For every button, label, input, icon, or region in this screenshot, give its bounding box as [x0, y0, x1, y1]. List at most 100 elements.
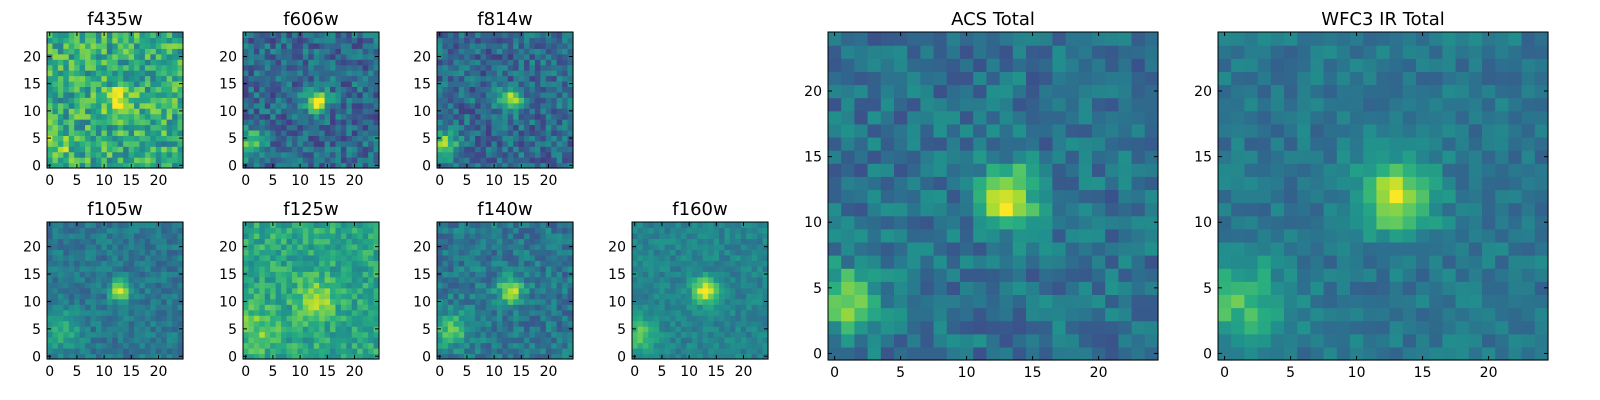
heatmap-cell: [144, 151, 151, 158]
heatmap-cell: [702, 254, 709, 261]
heatmap-cell: [442, 75, 449, 82]
heatmap-cell: [464, 271, 471, 278]
heatmap-cell: [1092, 294, 1106, 309]
heatmap-cell: [642, 249, 649, 256]
heatmap-cell: [335, 53, 342, 60]
heatmap-cell: [642, 320, 649, 327]
heatmap-cell: [324, 140, 331, 147]
heatmap-cell: [319, 146, 326, 153]
axes-frame: [46, 221, 184, 360]
heatmap-cell: [680, 320, 687, 327]
heatmap-cell: [52, 249, 59, 256]
heatmap-cell: [447, 129, 454, 136]
heatmap-cell: [74, 265, 81, 272]
heatmap-cell: [155, 113, 162, 120]
heatmap-cell: [101, 140, 108, 147]
heatmap-cell: [313, 227, 320, 234]
heatmap-cell: [270, 59, 277, 66]
heatmap-cell: [286, 348, 293, 355]
heatmap-cell: [248, 320, 255, 327]
heatmap-cell: [330, 42, 337, 49]
heatmap-cell: [960, 215, 974, 230]
heatmap-cell: [729, 276, 736, 283]
heatmap-cell: [340, 102, 347, 109]
heatmap-cell: [713, 282, 720, 289]
heatmap-cell: [368, 146, 375, 153]
heatmap-cell: [524, 140, 531, 147]
heatmap-cell: [340, 64, 347, 71]
heatmap-cell: [469, 265, 476, 272]
heatmap-cell: [513, 113, 520, 120]
heatmap-cell: [101, 232, 108, 240]
heatmap-cell: [243, 304, 250, 311]
heatmap-cell: [545, 249, 552, 256]
heatmap-cell: [52, 162, 59, 169]
heatmap-cell: [286, 342, 293, 349]
heatmap-cell: [545, 315, 552, 322]
heatmap-cell: [562, 70, 569, 77]
heatmap-cell: [485, 320, 492, 327]
heatmap-cell: [281, 97, 288, 104]
heatmap-cell: [724, 227, 731, 234]
heatmap-cell: [243, 64, 250, 71]
heatmap-cell: [447, 271, 454, 278]
heatmap-cell: [373, 32, 380, 39]
heatmap-cell: [52, 75, 59, 82]
heatmap-cell: [518, 157, 525, 164]
heatmap-cell: [751, 293, 758, 300]
heatmap-cell: [740, 227, 747, 234]
heatmap-cell: [68, 86, 75, 93]
heatmap-cell: [507, 75, 514, 82]
heatmap-cell: [502, 260, 509, 267]
heatmap-cell: [502, 162, 509, 169]
heatmap-cell: [453, 86, 460, 93]
heatmap-cell: [1052, 268, 1067, 282]
heatmap-cell: [540, 238, 547, 245]
heatmap-cell: [746, 315, 753, 322]
heatmap-cell: [155, 265, 162, 272]
heatmap-cell: [281, 243, 288, 250]
heatmap-cell: [259, 348, 266, 355]
heatmap-cell: [324, 287, 331, 294]
heatmap-cell: [1012, 294, 1027, 309]
heatmap-cell: [496, 260, 503, 267]
heatmap-cell: [346, 271, 353, 278]
heatmap-cell: [117, 293, 124, 300]
heatmap-cell: [106, 309, 113, 316]
heatmap-cell: [485, 162, 492, 169]
heatmap-cell: [946, 176, 961, 191]
heatmap-cell: [144, 254, 151, 261]
heatmap-cell: [123, 140, 130, 147]
heatmap-cell: [166, 32, 173, 39]
heatmap-cell: [545, 265, 552, 272]
heatmap-cell: [442, 342, 449, 349]
heatmap-cell: [507, 304, 514, 311]
heatmap-cell: [172, 249, 179, 256]
heatmap-cell: [47, 304, 54, 311]
heatmap-cell: [335, 59, 342, 66]
heatmap-cell: [319, 42, 326, 49]
heatmap-cell: [762, 320, 769, 327]
heatmap-cell: [117, 320, 124, 327]
heatmap-cell: [319, 97, 326, 104]
heatmap-cell: [335, 282, 342, 289]
heatmap-cell: [319, 80, 326, 87]
heatmap-cell: [264, 254, 271, 261]
heatmap-cell: [319, 249, 326, 256]
heatmap-cell: [551, 151, 558, 158]
y-tick-label: 20: [23, 240, 41, 256]
heatmap-cell: [496, 309, 503, 316]
heatmap-cell: [442, 287, 449, 294]
heatmap-cell: [112, 102, 119, 109]
heatmap-cell: [85, 162, 92, 169]
heatmap-cell: [161, 102, 168, 109]
heatmap-cell: [1012, 346, 1027, 361]
heatmap-cell: [308, 309, 315, 316]
heatmap-cell: [762, 249, 769, 256]
heatmap-cell: [335, 337, 342, 344]
heatmap-cell: [351, 232, 358, 240]
heatmap-cell: [313, 70, 320, 77]
heatmap-cell: [642, 293, 649, 300]
heatmap-cell: [68, 254, 75, 261]
heatmap-cell: [867, 268, 882, 282]
